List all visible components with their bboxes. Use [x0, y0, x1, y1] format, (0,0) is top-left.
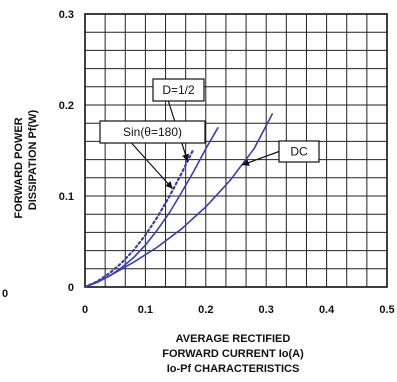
callout-box — [278, 140, 320, 163]
y-axis-title-line-2: DISSIPATION Pf(W) — [27, 109, 39, 210]
plot-border — [84, 13, 388, 288]
y-tick-label: 0.3 — [59, 9, 74, 21]
y-tick-label: 0 — [68, 282, 74, 294]
callout-arrowhead — [242, 159, 250, 166]
x-tick-label: 0.4 — [319, 304, 335, 316]
y-axis-title-line-1: FORWARD POWER — [13, 117, 25, 218]
chart-subtitle: Io-Pf CHARACTERISTICS — [167, 363, 300, 375]
x-tick-label: 0 — [82, 304, 88, 316]
series-line-d-1-2 — [83, 147, 195, 289]
callout-box — [99, 120, 206, 144]
x-tick-label: 0.2 — [198, 304, 213, 316]
y-tick-label: 0.1 — [59, 191, 74, 203]
series-group — [83, 113, 274, 289]
x-tick-label: 0.5 — [379, 304, 394, 316]
callout-box — [152, 78, 205, 102]
callout-label: DC — [290, 145, 308, 159]
plot-frame — [84, 13, 388, 288]
callout-arrowhead — [165, 181, 173, 189]
series-line-dc — [84, 113, 274, 288]
x-tick-label: 0.1 — [138, 304, 153, 316]
callout-leader — [131, 142, 174, 190]
x-tick-label: 0.3 — [259, 304, 274, 316]
callout-arrowhead — [182, 153, 189, 162]
callout-label: D=1/2 — [162, 83, 195, 97]
callout-label: Sin(θ=180) — [123, 125, 182, 139]
chart-grid — [85, 14, 387, 287]
tick-labels: 0 0.1 0.2 0.3 0.4 0.5 0 0.1 0.2 0.3 — [59, 9, 395, 316]
callout-group: D=1/2 Sin(θ=180) DC — [99, 78, 320, 190]
left-edge-zero-label: 0 — [2, 288, 8, 300]
x-axis-title-line-1: AVERAGE RECTIFIED — [176, 333, 291, 345]
x-axis-title-line-2: FORWARD CURRENT Io(A) — [162, 348, 304, 360]
y-tick-label: 0.2 — [59, 100, 74, 112]
